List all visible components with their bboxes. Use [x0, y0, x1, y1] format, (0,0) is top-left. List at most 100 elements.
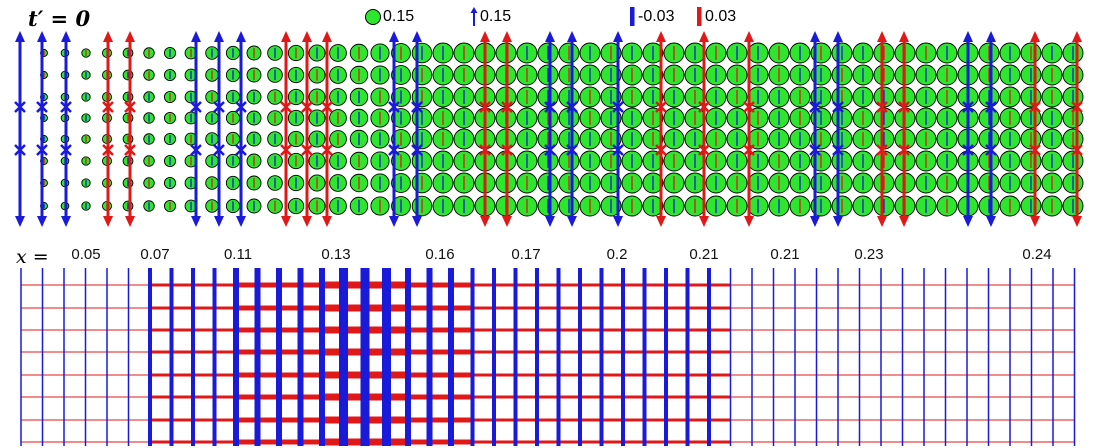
horizontal-bond — [666, 328, 688, 332]
horizontal-bond — [623, 350, 645, 354]
horizontal-bond — [558, 395, 580, 399]
horizontal-bond — [687, 440, 709, 444]
arrow-head-up — [899, 31, 909, 42]
horizontal-bond — [881, 419, 903, 421]
horizontal-bond — [709, 350, 731, 354]
horizontal-bond — [1031, 351, 1053, 353]
legend-negative-label: -0.03 — [638, 8, 675, 25]
vertical-bond — [148, 268, 152, 446]
horizontal-bond — [623, 395, 645, 399]
horizontal-bond — [881, 329, 903, 331]
horizontal-bond — [752, 441, 774, 443]
horizontal-bond — [408, 305, 430, 311]
horizontal-bond — [1053, 329, 1075, 331]
horizontal-bond — [408, 282, 430, 288]
horizontal-bond — [1031, 441, 1053, 443]
vertical-bond — [63, 268, 65, 446]
horizontal-bond — [773, 419, 795, 421]
horizontal-bond — [623, 306, 645, 310]
horizontal-bond — [1010, 374, 1032, 376]
horizontal-bond — [967, 441, 989, 443]
horizontal-bond — [730, 351, 752, 353]
x-tick-label: 0.2 — [606, 246, 628, 263]
x-tick-label: 0.24 — [1022, 246, 1052, 263]
cross-marker — [213, 101, 225, 113]
arrow-head-down — [480, 216, 490, 227]
cross-marker — [60, 101, 72, 113]
horizontal-bond — [214, 440, 236, 444]
vertical-bond — [1009, 268, 1011, 446]
cross-marker — [1071, 144, 1083, 156]
horizontal-bond — [838, 396, 860, 398]
arrow-head-up — [37, 31, 47, 42]
horizontal-bond — [150, 395, 172, 399]
arrow-head-down — [37, 216, 47, 227]
horizontal-bond — [21, 441, 43, 443]
horizontal-bond — [128, 396, 150, 398]
horizontal-bond — [85, 441, 107, 443]
arrow-head-up — [545, 31, 555, 42]
vertical-bond — [578, 268, 582, 446]
cross-marker — [544, 144, 556, 156]
cross-marker — [479, 101, 491, 113]
horizontal-bond — [859, 419, 881, 421]
legend-symbols — [365, 7, 702, 26]
horizontal-bond — [838, 307, 860, 309]
horizontal-bond — [709, 395, 731, 399]
arrow-head-up — [833, 31, 843, 42]
arrow-head-up — [125, 31, 135, 42]
horizontal-bond — [1053, 441, 1075, 443]
horizontal-bond — [816, 284, 838, 286]
arrow-head-down — [61, 216, 71, 227]
arrow-head-down — [899, 216, 909, 227]
horizontal-bond — [107, 419, 129, 421]
horizontal-bond — [623, 373, 645, 377]
horizontal-bond — [494, 328, 516, 332]
horizontal-bond — [494, 350, 516, 354]
horizontal-bond — [64, 329, 86, 331]
arrow-head-down — [281, 216, 291, 227]
horizontal-bond — [881, 441, 903, 443]
horizontal-bond — [128, 284, 150, 286]
horizontal-bond — [945, 441, 967, 443]
vertical-bond — [127, 268, 130, 446]
horizontal-bond — [795, 396, 817, 398]
horizontal-bond — [257, 349, 279, 355]
horizontal-bond — [988, 419, 1010, 421]
horizontal-bond — [988, 374, 1010, 376]
horizontal-bond — [816, 351, 838, 353]
horizontal-bond — [42, 374, 64, 376]
horizontal-bond — [85, 419, 107, 421]
horizontal-bond — [730, 441, 752, 443]
horizontal-bond — [687, 328, 709, 332]
horizontal-bond — [816, 374, 838, 376]
horizontal-bond — [795, 307, 817, 309]
horizontal-bond — [64, 351, 86, 353]
arrow-head-up — [567, 31, 577, 42]
horizontal-bond — [214, 373, 236, 377]
horizontal-bond — [623, 418, 645, 422]
x-tick-label: 0.16 — [425, 246, 455, 263]
horizontal-bond — [816, 307, 838, 309]
cross-marker — [898, 144, 910, 156]
vertical-bond — [966, 268, 968, 446]
horizontal-bond — [945, 329, 967, 331]
arrow-head-down — [986, 216, 996, 227]
x-tick-label: 0.21 — [770, 246, 800, 263]
arrow-head-up — [480, 31, 490, 42]
horizontal-bond — [386, 438, 408, 446]
vertical-bond — [794, 268, 796, 446]
horizontal-bond — [42, 419, 64, 421]
horizontal-bond — [171, 395, 193, 399]
horizontal-bond — [193, 328, 215, 332]
horizontal-bond — [515, 418, 537, 422]
horizontal-bond — [214, 306, 236, 310]
horizontal-bond — [601, 418, 623, 422]
arrow-head-up — [61, 31, 71, 42]
horizontal-bond — [859, 307, 881, 309]
horizontal-bond — [386, 281, 408, 289]
cross-marker — [301, 101, 313, 113]
arrow-head-down — [963, 216, 973, 227]
horizontal-bond — [365, 393, 387, 401]
cross-marker — [124, 144, 136, 156]
